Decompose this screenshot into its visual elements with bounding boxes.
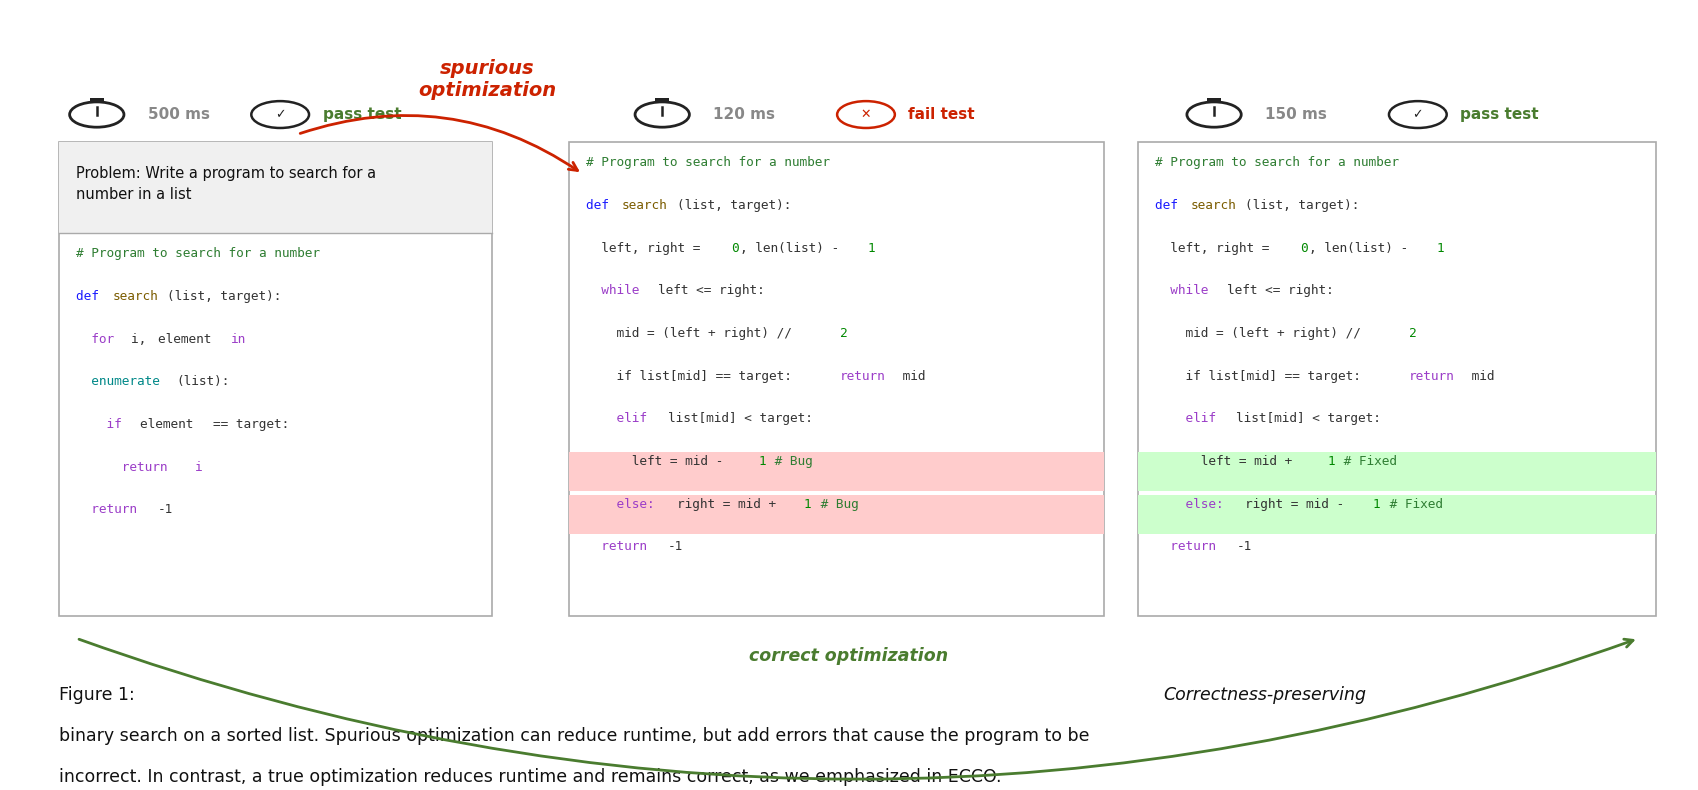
Text: mid = (left + right) //: mid = (left + right) // [1155,327,1369,340]
Text: # Program to search for a number: # Program to search for a number [1155,156,1399,169]
Text: mid: mid [1464,370,1494,382]
Text: 500 ms: 500 ms [148,107,211,122]
FancyBboxPatch shape [59,142,492,233]
FancyBboxPatch shape [90,98,104,103]
Text: (list, target):: (list, target): [676,199,791,212]
Text: 0: 0 [732,242,739,254]
Text: binary search on a sorted list. Spurious optimization can reduce runtime, but ad: binary search on a sorted list. Spurious… [59,727,1090,745]
Text: search: search [112,290,158,303]
Text: return: return [1155,540,1223,553]
Text: element: element [139,418,200,431]
Text: if list[mid] == target:: if list[mid] == target: [586,370,800,382]
Text: i,: i, [131,333,155,345]
Text: else:: else: [586,498,662,510]
Text: 2: 2 [841,327,847,340]
Text: 1: 1 [868,242,874,254]
FancyBboxPatch shape [1138,142,1656,616]
Text: # Fixed: # Fixed [1382,498,1443,510]
Text: search: search [621,199,667,212]
FancyBboxPatch shape [1207,98,1221,103]
Text: def: def [76,290,107,303]
Text: # Bug: # Bug [813,498,859,510]
Text: # Program to search for a number: # Program to search for a number [586,156,830,169]
Text: left, right =: left, right = [586,242,708,254]
Text: # Fixed: # Fixed [1336,455,1397,468]
Text: right = mid +: right = mid + [676,498,783,510]
Text: 1: 1 [803,498,812,510]
Text: # Bug: # Bug [767,455,813,468]
FancyBboxPatch shape [59,142,492,616]
Text: else:: else: [1155,498,1231,510]
Text: 1: 1 [1437,242,1443,254]
Text: pass test: pass test [323,107,401,122]
Text: for: for [76,333,122,345]
Text: 1: 1 [1372,498,1380,510]
Text: fail test: fail test [908,107,975,122]
Text: # Program to search for a number: # Program to search for a number [76,247,321,260]
Text: , len(list) -: , len(list) - [1309,242,1416,254]
Text: return: return [1409,370,1455,382]
Text: search: search [1190,199,1236,212]
Text: -1: -1 [667,540,683,553]
Text: Correctness-preserving: Correctness-preserving [1163,686,1367,704]
Text: list[mid] < target:: list[mid] < target: [1236,412,1380,425]
Text: right = mid -: right = mid - [1246,498,1352,510]
Text: -1: -1 [158,503,173,516]
Text: return: return [841,370,886,382]
Text: left = mid +: left = mid + [1155,455,1299,468]
Text: 1: 1 [759,455,766,468]
Text: def: def [586,199,616,212]
FancyBboxPatch shape [569,142,1104,616]
Text: == target:: == target: [212,418,289,431]
Text: Figure 1:: Figure 1: [59,686,141,704]
Text: enumerate: enumerate [76,375,160,388]
FancyBboxPatch shape [655,98,669,103]
Text: return: return [586,540,654,553]
Text: 150 ms: 150 ms [1265,107,1326,122]
Text: spurious
optimization: spurious optimization [418,58,557,100]
Text: left = mid -: left = mid - [586,455,730,468]
Text: (list, target):: (list, target): [1246,199,1360,212]
Text: list[mid] < target:: list[mid] < target: [667,412,812,425]
Text: if: if [76,418,129,431]
Text: -1: -1 [1236,540,1251,553]
Text: pass test: pass test [1460,107,1538,122]
Text: Problem: Write a program to search for a
number in a list: Problem: Write a program to search for a… [76,166,377,201]
Text: correct optimization: correct optimization [749,647,949,664]
Text: if list[mid] == target:: if list[mid] == target: [1155,370,1369,382]
Text: element: element [158,333,219,345]
Text: left <= right:: left <= right: [1228,284,1335,297]
Text: return: return [76,503,144,516]
Text: mid: mid [895,370,925,382]
FancyBboxPatch shape [1138,495,1656,534]
Text: (list, target):: (list, target): [166,290,282,303]
Text: left <= right:: left <= right: [659,284,766,297]
Text: 120 ms: 120 ms [713,107,776,122]
FancyBboxPatch shape [569,495,1104,534]
Text: while: while [1155,284,1216,297]
Text: in: in [231,333,246,345]
Text: i: i [195,461,202,473]
Text: ✓: ✓ [1413,108,1423,121]
Text: ✕: ✕ [861,108,871,121]
Text: ✓: ✓ [275,108,285,121]
Text: 2: 2 [1409,327,1416,340]
Text: 1: 1 [1328,455,1335,468]
Text: elif: elif [1155,412,1223,425]
Text: left, right =: left, right = [1155,242,1277,254]
FancyBboxPatch shape [1138,452,1656,491]
Text: (list):: (list): [177,375,229,388]
Text: while: while [586,284,647,297]
Text: 0: 0 [1301,242,1307,254]
Text: , len(list) -: , len(list) - [740,242,847,254]
FancyBboxPatch shape [569,452,1104,491]
Text: return: return [76,461,175,473]
Text: elif: elif [586,412,654,425]
Text: incorrect. In contrast, a true optimization reduces runtime and remains correct,: incorrect. In contrast, a true optimizat… [59,768,1002,786]
Text: mid = (left + right) //: mid = (left + right) // [586,327,800,340]
Text: def: def [1155,199,1185,212]
